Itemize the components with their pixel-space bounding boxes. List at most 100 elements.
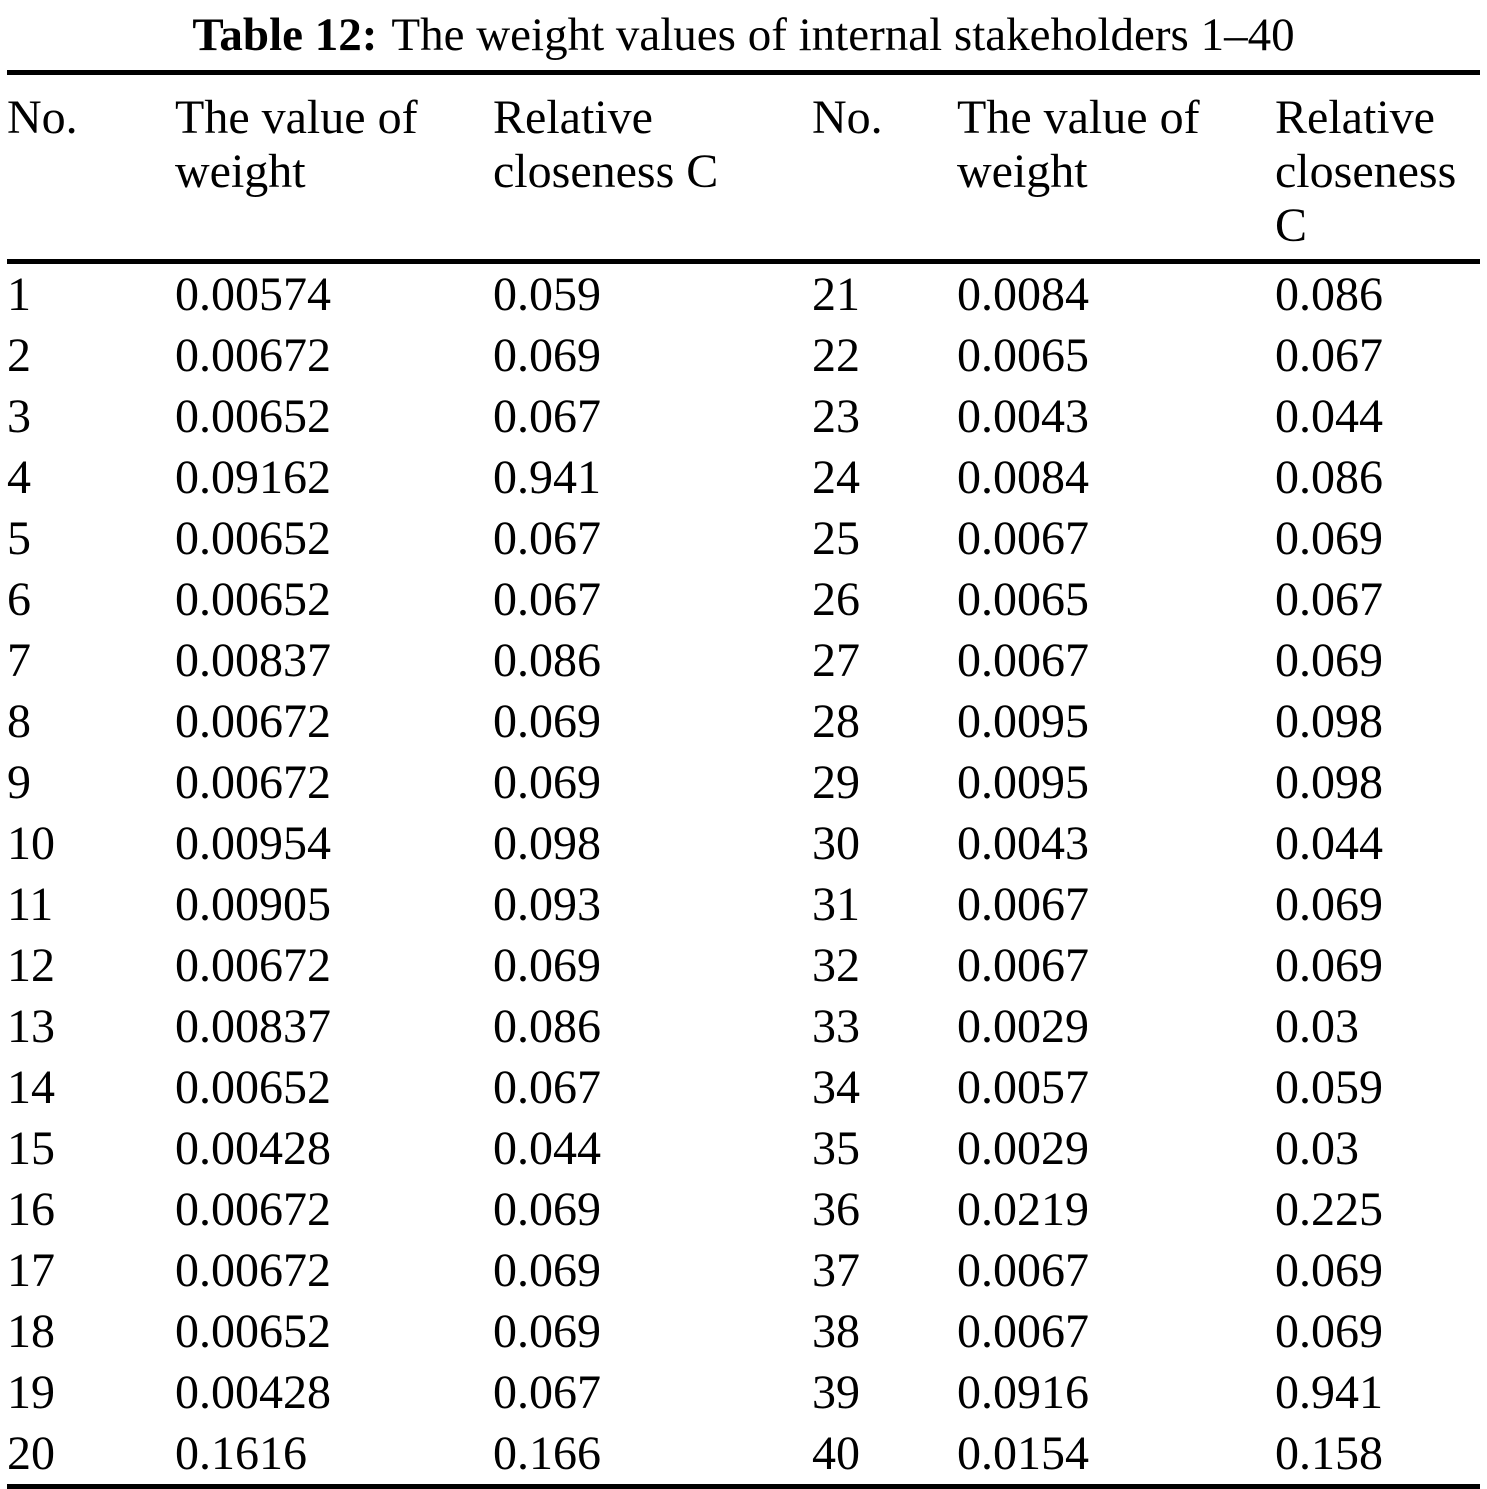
column-header-closeness-left: Relative closeness C (493, 72, 812, 264)
row-number-cell: 12 (7, 939, 55, 992)
weight-value-cell: 0.09162 (175, 451, 331, 504)
weight-value-cell: 0.0067 (957, 634, 1089, 687)
relative-closeness-cell: 0.069 (493, 756, 601, 809)
weight-value-cell: 0.0029 (957, 1122, 1089, 1175)
row-number-cell: 19 (7, 1366, 55, 1419)
table-row: 2 0.00672 0.069 22 0.0065 0.067 (7, 325, 1480, 386)
relative-closeness-cell: 0.067 (493, 1061, 601, 1114)
weight-value-cell: 0.0219 (957, 1183, 1089, 1236)
table-row: 1 0.00574 0.059 21 0.0084 0.086 (7, 262, 1480, 326)
relative-closeness-cell: 0.067 (493, 512, 601, 565)
weight-value-cell: 0.00837 (175, 634, 331, 687)
relative-closeness-cell: 0.069 (1275, 1305, 1383, 1358)
table-body: 1 0.00574 0.059 21 0.0084 0.086 2 0.00672 0.069 2… (7, 262, 1480, 1487)
row-number-cell: 3 (7, 390, 31, 443)
weight-value-cell: 0.0095 (957, 756, 1089, 809)
row-number-cell: 36 (812, 1183, 860, 1236)
table-row: 4 0.09162 0.941 24 0.0084 0.086 (7, 447, 1480, 508)
relative-closeness-cell: 0.098 (1275, 695, 1383, 748)
weight-value-cell: 0.0916 (957, 1366, 1089, 1419)
relative-closeness-cell: 0.158 (1275, 1427, 1383, 1480)
relative-closeness-cell: 0.044 (493, 1122, 601, 1175)
row-number-cell: 35 (812, 1122, 860, 1175)
table-row: 16 0.00672 0.069 36 0.0219 0.225 (7, 1179, 1480, 1240)
row-number-cell: 40 (812, 1427, 860, 1480)
row-number-cell: 20 (7, 1427, 55, 1480)
relative-closeness-cell: 0.098 (1275, 756, 1383, 809)
weight-value-cell: 0.0029 (957, 1000, 1089, 1053)
weight-value-cell: 0.00905 (175, 878, 331, 931)
relative-closeness-cell: 0.086 (493, 1000, 601, 1053)
row-number-cell: 4 (7, 451, 31, 504)
weight-value-cell: 0.0095 (957, 695, 1089, 748)
table-caption-label: Table 12: (192, 9, 378, 61)
row-number-cell: 33 (812, 1000, 860, 1053)
relative-closeness-cell: 0.086 (1275, 268, 1383, 321)
relative-closeness-cell: 0.069 (1275, 512, 1383, 565)
row-number-cell: 37 (812, 1244, 860, 1297)
row-number-cell: 25 (812, 512, 860, 565)
relative-closeness-cell: 0.069 (493, 1244, 601, 1297)
row-number-cell: 31 (812, 878, 860, 931)
column-header-closeness-right: Relative closeness C (1275, 72, 1480, 264)
table-row: 8 0.00672 0.069 28 0.0095 0.098 (7, 691, 1480, 752)
weight-value-cell: 0.00672 (175, 756, 331, 809)
relative-closeness-cell: 0.067 (493, 390, 601, 443)
weight-value-cell: 0.0065 (957, 329, 1089, 382)
relative-closeness-cell: 0.069 (1275, 939, 1383, 992)
table-caption: Table 12: The weight values of internal s… (0, 0, 1487, 70)
table-row: 17 0.00672 0.069 37 0.0067 0.069 (7, 1240, 1480, 1301)
table-row: 18 0.00652 0.069 38 0.0067 0.069 (7, 1301, 1480, 1362)
row-number-cell: 26 (812, 573, 860, 626)
row-number-cell: 17 (7, 1244, 55, 1297)
relative-closeness-cell: 0.044 (1275, 390, 1383, 443)
relative-closeness-cell: 0.03 (1275, 1000, 1359, 1053)
weight-value-cell: 0.00652 (175, 512, 331, 565)
row-number-cell: 27 (812, 634, 860, 687)
row-number-cell: 30 (812, 817, 860, 870)
row-number-cell: 5 (7, 512, 31, 565)
weight-value-cell: 0.00672 (175, 1183, 331, 1236)
row-number-cell: 7 (7, 634, 31, 687)
row-number-cell: 6 (7, 573, 31, 626)
relative-closeness-cell: 0.059 (1275, 1061, 1383, 1114)
weight-value-cell: 0.00672 (175, 1244, 331, 1297)
table-caption-text: The weight values of internal stakeholde… (391, 9, 1295, 61)
weight-value-cell: 0.00574 (175, 268, 331, 321)
relative-closeness-cell: 0.059 (493, 268, 601, 321)
table-row: 13 0.00837 0.086 33 0.0029 0.03 (7, 996, 1480, 1057)
table-row: 15 0.00428 0.044 35 0.0029 0.03 (7, 1118, 1480, 1179)
row-number-cell: 10 (7, 817, 55, 870)
table-row: 14 0.00652 0.067 34 0.0057 0.059 (7, 1057, 1480, 1118)
weight-value-cell: 0.0067 (957, 939, 1089, 992)
relative-closeness-cell: 0.069 (493, 1183, 601, 1236)
weight-value-cell: 0.00652 (175, 573, 331, 626)
weight-value-cell: 0.00652 (175, 390, 331, 443)
weight-value-cell: 0.0084 (957, 268, 1089, 321)
relative-closeness-cell: 0.067 (493, 573, 601, 626)
weight-value-cell: 0.00837 (175, 1000, 331, 1053)
row-number-cell: 22 (812, 329, 860, 382)
table-row: 12 0.00672 0.069 32 0.0067 0.069 (7, 935, 1480, 996)
weight-value-cell: 0.00672 (175, 939, 331, 992)
weight-value-cell: 0.0084 (957, 451, 1089, 504)
relative-closeness-cell: 0.069 (1275, 634, 1383, 687)
row-number-cell: 18 (7, 1305, 55, 1358)
relative-closeness-cell: 0.086 (1275, 451, 1383, 504)
relative-closeness-cell: 0.067 (1275, 329, 1383, 382)
weight-value-cell: 0.0067 (957, 1305, 1089, 1358)
table-row: 9 0.00672 0.069 29 0.0095 0.098 (7, 752, 1480, 813)
weight-value-cell: 0.00672 (175, 329, 331, 382)
weight-value-cell: 0.0043 (957, 817, 1089, 870)
weight-value-cell: 0.00428 (175, 1122, 331, 1175)
weight-value-cell: 0.0065 (957, 573, 1089, 626)
weight-value-cell: 0.00652 (175, 1305, 331, 1358)
relative-closeness-cell: 0.086 (493, 634, 601, 687)
table-row: 3 0.00652 0.067 23 0.0043 0.044 (7, 386, 1480, 447)
row-number-cell: 8 (7, 695, 31, 748)
row-number-cell: 1 (7, 268, 31, 321)
row-number-cell: 9 (7, 756, 31, 809)
row-number-cell: 16 (7, 1183, 55, 1236)
weight-value-cell: 0.00428 (175, 1366, 331, 1419)
relative-closeness-cell: 0.941 (493, 451, 601, 504)
